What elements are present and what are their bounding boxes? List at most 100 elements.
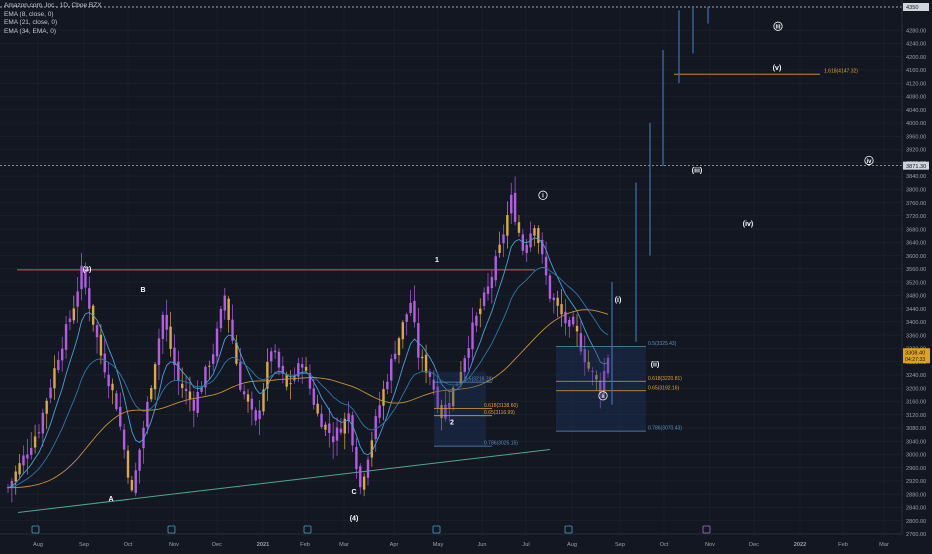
candle-body [49,387,52,399]
candle-body [324,424,327,430]
candle-body [300,364,304,368]
fib-65-right-label: 0.65(3192.16) [648,385,679,391]
price-tick-label: 3720.00 [906,214,926,220]
price-tick-label: 4080.00 [906,95,926,101]
candle-body [579,333,583,352]
candle-body [409,302,412,314]
candle-body [595,375,598,380]
price-tick-label: 3360.00 [906,333,926,339]
candle-body [494,256,497,281]
candle-body [328,423,331,433]
candle-body [513,192,517,222]
legend-ema8[interactable]: EMA (8, close, 0) [4,10,54,18]
top-price-tag: 4350 [906,5,918,11]
legend-ema34[interactable]: EMA (34, EMA, 0) [4,27,57,35]
candle-body [390,358,393,381]
candle-body [99,334,103,356]
candle-body [467,348,470,358]
candle-body [502,234,505,244]
legend-title[interactable]: Amazon.com, Inc., 1D, Cboe BZX [4,2,102,9]
candle-body [254,410,257,421]
candle-body [153,364,157,390]
candle-body [192,399,196,411]
price-tick-label: 3440.00 [906,307,926,313]
candle-body [41,412,45,434]
time-tick-label: Nov [169,542,179,548]
candle-body [347,413,350,422]
candle-body [64,324,68,350]
price-tick-label: 3640.00 [906,241,926,247]
candle-body [393,353,397,360]
candle-body [235,342,238,364]
price-tick-label: 3080.00 [906,426,926,432]
candle-body [479,308,482,315]
candle-body [227,298,230,320]
candle-body [157,338,161,365]
candle-body [482,292,486,306]
candle-body [440,405,443,419]
candle-body [304,366,308,371]
price-tick-label: 3160.00 [906,400,926,406]
fib-zone-2 [556,346,646,432]
candle-body [378,405,381,418]
candle-body [289,383,292,385]
time-tick-label: May [433,542,444,548]
wave-label-w2: 2 [450,420,454,427]
support-line [17,448,551,513]
candle-body [270,351,273,362]
candle-body [525,244,528,254]
candle-body [273,350,277,353]
candle-body [471,322,474,350]
candle-body [130,480,134,491]
price-tick-label: 2960.00 [906,466,926,472]
time-tick-label: Nov [705,542,715,548]
price-tick-label: 2840.00 [906,506,926,512]
candle-body [587,362,590,369]
wave-circle-wiii [773,21,783,31]
ema-lines [7,237,609,489]
candle-body [138,449,141,471]
wave-label-wp_iv: (iv) [743,221,754,228]
time-tick-label: Jul [522,542,529,548]
candle-body [451,387,455,407]
candle-body [80,265,83,290]
candle-body [320,413,323,428]
price-tick-label: 4280.00 [906,28,926,34]
fib-65-left-label: 0.65(3116.99) [484,410,515,416]
candle-body [537,228,540,243]
time-tick-label: Jun [477,542,486,548]
candle-body [45,400,48,414]
legend-ema21[interactable]: EMA (21, close, 0) [4,19,58,27]
earnings-marker [31,525,40,534]
earnings-marker [432,525,441,534]
current-price-tag-bg [903,348,930,364]
price-tick-label: 4240.00 [906,42,926,48]
candle-body [177,361,180,381]
candle-body [475,315,478,326]
candle-body [459,371,463,384]
time-tick-label: 2021 [257,542,269,548]
wave-circle-wiv [864,155,874,166]
candle-body [486,286,490,294]
wave-label-wp_ii: (ii) [651,362,660,369]
price-tick-label: 2920.00 [906,479,926,485]
candle-body [552,297,556,301]
candle-body [277,351,281,368]
price-tick-label: 3760.00 [906,201,926,207]
candle-body [95,325,99,338]
candle-body [22,455,25,466]
fib-1618-label: 1.618(4147.32) [824,69,858,75]
candle-body [281,365,285,374]
candle-body [297,363,300,377]
candle-body [498,244,501,254]
candle-body [18,463,21,475]
candle-body [382,389,385,406]
price-tick-label: 3120.00 [906,413,926,419]
price-tick-label: 4000.00 [906,121,926,127]
candle-body [188,391,192,399]
price-tick-label: 3960.00 [906,134,926,140]
candle-body [405,314,408,322]
